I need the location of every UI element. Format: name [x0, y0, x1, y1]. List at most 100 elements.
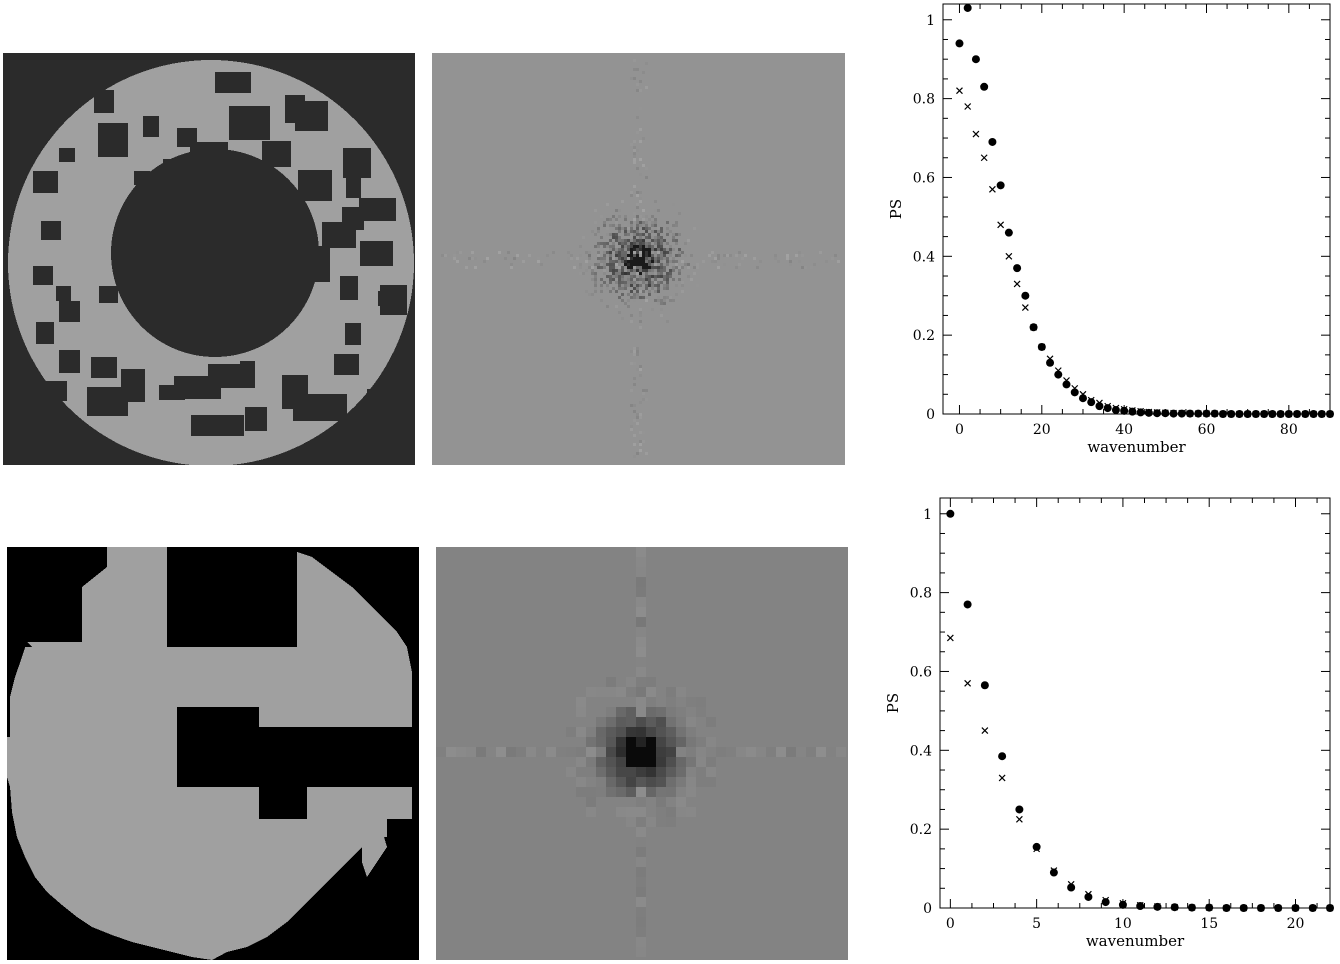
fourier-pixel: [615, 242, 618, 245]
fourier-pixel: [639, 89, 642, 92]
fourier-pixel: [600, 257, 603, 260]
mask-hole: [378, 291, 401, 306]
fourier-pixel: [453, 254, 456, 257]
fourier-pixel: [633, 146, 636, 149]
fourier-pixel: [711, 260, 714, 263]
fourier-pixel: [618, 272, 621, 275]
data-point-cross: [956, 87, 963, 95]
fourier-pixel: [654, 230, 657, 233]
fourier-pixel: [579, 266, 582, 269]
fourier-pixel: [483, 260, 486, 263]
fourier-pixel: [639, 248, 642, 251]
fourier-pixel: [648, 275, 651, 278]
fourier-pixel: [591, 269, 594, 272]
fourier-pixel: [654, 221, 657, 224]
fourier-pixel: [663, 251, 666, 254]
fourier-pixel: [624, 269, 627, 272]
fourier-pixel: [654, 209, 657, 212]
fourier-pixel: [687, 266, 690, 269]
fourier-pixel: [627, 245, 630, 248]
fourier-pixel: [636, 917, 646, 927]
fourier-pixel: [654, 200, 657, 203]
fourier-pixel: [666, 817, 676, 827]
fourier-pixel: [546, 747, 556, 757]
fourier-pixel: [615, 257, 618, 260]
fourier-pixel: [636, 227, 639, 230]
fourier-pixel: [447, 254, 450, 257]
fourier-pixel: [462, 254, 465, 257]
fourier-pixel: [603, 221, 606, 224]
fourier-pixel: [600, 290, 603, 293]
fourier-pixel: [636, 413, 639, 416]
fourier-pixel: [645, 215, 648, 218]
fourier-pixel: [686, 727, 696, 737]
fourier-pixel: [663, 275, 666, 278]
fourier-pixel: [672, 266, 675, 269]
fourier-pixel: [621, 293, 624, 296]
fourier-pixel: [654, 248, 657, 251]
fourier-pixel: [642, 227, 645, 230]
fourier-pixel: [609, 263, 612, 266]
fourier-pixel: [786, 257, 789, 260]
fourier-pixel: [639, 374, 642, 377]
mask-shape: [7, 547, 412, 960]
mask-hole: [33, 171, 58, 193]
fourier-pixel: [686, 757, 696, 767]
fourier-pixel: [633, 239, 636, 242]
fourier-pixel: [711, 254, 714, 257]
fourier-pixel: [639, 158, 642, 161]
fourier-pixel: [618, 248, 621, 251]
fourier-pixel: [645, 275, 648, 278]
fourier-pixel: [606, 251, 609, 254]
fourier-pixel: [636, 233, 639, 236]
data-point-cross: [1067, 880, 1075, 888]
fourier-pixel: [630, 284, 633, 287]
fourier-pixel: [603, 257, 606, 260]
fourier-pixel: [726, 747, 736, 757]
fourier-pixel: [646, 777, 656, 787]
fourier-pixel: [621, 254, 624, 257]
fourier-pixel: [645, 227, 648, 230]
fourier-pixel: [656, 797, 666, 807]
fourier-pixel: [606, 727, 616, 737]
fourier-pixel: [576, 697, 586, 707]
fourier-core-pixel: [624, 263, 627, 266]
fourier-pixel: [567, 257, 570, 260]
fourier-pixel: [606, 707, 616, 717]
fourier-pixel: [586, 757, 596, 767]
fourier-pixel: [657, 230, 660, 233]
fourier-pixel: [567, 251, 570, 254]
fourier-pixel: [456, 747, 466, 757]
fourier-pixel: [648, 233, 651, 236]
fourier-pixel: [648, 260, 651, 263]
fourier-pixel: [669, 251, 672, 254]
fourier-core-pixel: [639, 257, 642, 260]
fourier-pixel: [690, 254, 693, 257]
fourier-pixel: [639, 197, 642, 200]
fourier-pixel: [669, 272, 672, 275]
fourier-pixel: [626, 717, 636, 727]
fourier-pixel: [609, 266, 612, 269]
fourier-pixel: [651, 263, 654, 266]
fourier-pixel: [807, 257, 810, 260]
fourier-pixel: [657, 251, 660, 254]
fourier-pixel: [573, 266, 576, 269]
fourier-pixel: [612, 269, 615, 272]
fourier-pixel: [536, 747, 546, 757]
fourier-pixel: [723, 254, 726, 257]
fourier-pixel: [618, 266, 621, 269]
fourier-pixel: [594, 263, 597, 266]
fourier-pixel: [736, 747, 746, 757]
fourier-pixel: [642, 275, 645, 278]
fourier-pixel: [639, 236, 642, 239]
data-point-circle: [988, 137, 997, 146]
data-point-circle: [963, 3, 972, 12]
data-point-cross: [1257, 904, 1265, 912]
fourier-pixel: [663, 239, 666, 242]
fourier-pixel: [681, 281, 684, 284]
fourier-pixel: [676, 807, 686, 817]
fourier-pixel: [618, 260, 621, 263]
fourier-pixel: [672, 239, 675, 242]
fourier-pixel: [651, 242, 654, 245]
fourier-pixel: [642, 287, 645, 290]
